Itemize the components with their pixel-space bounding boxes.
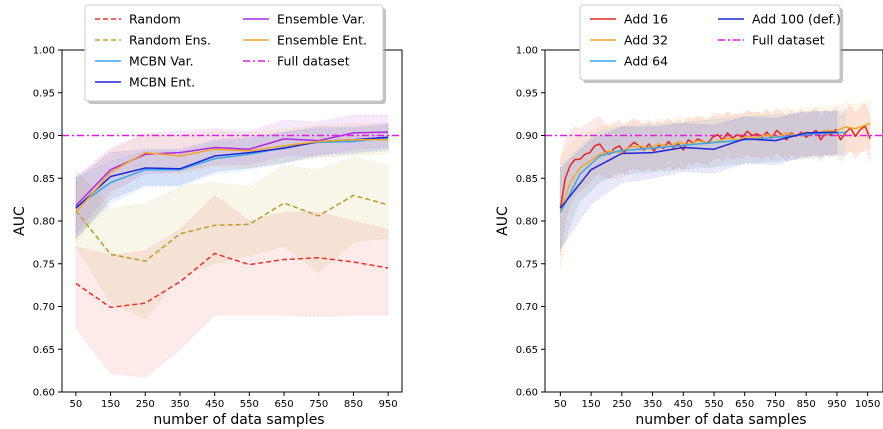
series-line-random (75, 252, 389, 309)
legend-label-add-100-def: Add 100 (def.) (752, 12, 841, 27)
right-chart-panel: 50 150 250 350 450 550 650 750 850 950 1050 0.60 0.6… (495, 4, 883, 428)
x-tick-label: 450 (674, 399, 693, 410)
x-tick-label: 250 (136, 399, 155, 410)
x-axis-label: number of data samples (635, 412, 806, 428)
legend-label-full-dataset: Full dataset (752, 33, 825, 48)
y-tick-label: 0.80 (33, 217, 55, 228)
y-tick-label: 1.00 (33, 46, 55, 57)
legend-label-ensemble-var: Ensemble Var. (277, 12, 365, 27)
y-tick-label: 0.90 (33, 131, 55, 142)
legend-label-add-64: Add 64 (624, 54, 668, 69)
x-tick-label: 350 (170, 399, 189, 410)
y-tick-label: 0.75 (33, 259, 55, 270)
x-tick-label: 850 (797, 399, 816, 410)
x-tick-label: 950 (827, 399, 846, 410)
legend-label-random: Random (129, 12, 181, 27)
y-axis-label: AUC (495, 206, 511, 236)
series-line-ensemble-ent (75, 139, 389, 213)
legend-label-mcbn-var: MCBN Var. (129, 54, 194, 69)
band-mcbn-ent (75, 122, 389, 240)
y-tick-label: 0.65 (516, 345, 538, 356)
legend-label-mcbn-ent: MCBN Ent. (129, 75, 195, 90)
left-chart-panel: 50 150 250 350 450 550 650 750 850 950 0.60 0.65 0.7… (12, 4, 403, 428)
legend-box (579, 4, 841, 81)
series-line-mcbn-var (75, 137, 389, 208)
y-tick-label: 0.75 (516, 259, 538, 270)
y-tick-label: 0.95 (33, 88, 55, 99)
x-tick-label: 50 (70, 399, 83, 410)
x-tick-label: 150 (101, 399, 120, 410)
x-tick-label: 750 (309, 399, 328, 410)
x-tick-label: 550 (240, 399, 259, 410)
y-tick-label: 0.65 (33, 345, 55, 356)
x-tick-label: 850 (344, 399, 363, 410)
y-tick-label: 0.60 (33, 388, 55, 399)
y-axis-label: AUC (12, 206, 28, 236)
band-random (75, 194, 389, 379)
x-tick-label: 950 (379, 399, 398, 410)
legend-box (84, 4, 384, 102)
legend-label-add-16: Add 16 (624, 12, 668, 27)
y-tick-label: 0.85 (33, 174, 55, 185)
y-tick-label: 0.70 (516, 302, 538, 313)
band-add-32 (559, 98, 871, 269)
axes-frame (544, 49, 883, 393)
x-tick-label: 50 (554, 399, 567, 410)
x-tick-label: 1050 (855, 399, 880, 410)
series-line-add-32 (559, 122, 871, 211)
series-line-add-64 (559, 131, 846, 213)
legend-label-random-ens: Random Ens. (129, 33, 211, 48)
x-tick-label: 450 (205, 399, 224, 410)
y-tick-label: 0.60 (516, 388, 538, 399)
y-tick-label: 0.90 (516, 131, 538, 142)
x-tick-label: 750 (766, 399, 785, 410)
legend-label-add-32: Add 32 (624, 33, 668, 48)
y-tick-label: 0.95 (516, 88, 538, 99)
y-tick-label: 0.70 (33, 302, 55, 313)
series-line-random-ens (75, 194, 389, 262)
x-tick-label: 150 (582, 399, 601, 410)
legend-label-ensemble-ent: Ensemble Ent. (277, 33, 367, 48)
band-ensemble-var (75, 114, 389, 236)
x-tick-label: 250 (612, 399, 631, 410)
x-axis-label: number of data samples (153, 412, 324, 428)
y-tick-label: 1.00 (516, 46, 538, 57)
legend-label-full-dataset: Full dataset (277, 54, 350, 69)
y-tick-label: 0.85 (516, 174, 538, 185)
band-add-16 (559, 103, 871, 256)
series-line-add-100-def (559, 131, 837, 209)
x-tick-label: 650 (274, 399, 293, 410)
x-tick-label: 550 (704, 399, 723, 410)
y-tick-label: 0.80 (516, 217, 538, 228)
x-tick-label: 650 (735, 399, 754, 410)
band-random-ens (75, 156, 389, 320)
x-tick-label: 350 (643, 399, 662, 410)
